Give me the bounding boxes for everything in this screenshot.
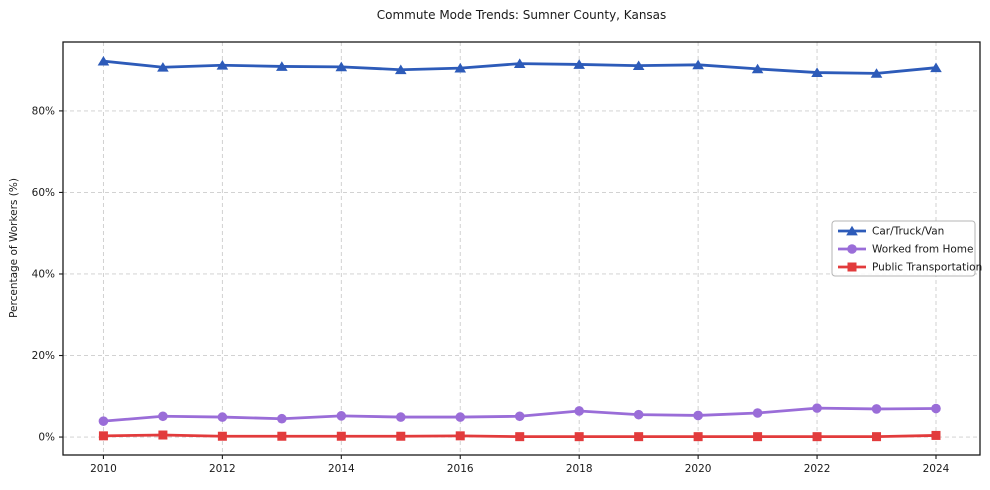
data-point-marker <box>277 431 287 441</box>
x-tick-label: 2018 <box>566 463 593 475</box>
data-point-marker <box>336 431 346 441</box>
data-point-marker <box>753 432 763 442</box>
plot-frame <box>62 41 981 456</box>
legend-label: Worked from Home <box>872 244 973 256</box>
x-tick-label: 2010 <box>90 463 117 475</box>
data-point-marker <box>693 410 703 421</box>
data-point-marker <box>158 411 168 422</box>
data-point-marker <box>872 432 882 442</box>
data-point-marker <box>573 59 585 69</box>
data-point-marker <box>514 411 525 422</box>
data-point-marker <box>574 406 584 416</box>
data-point-marker <box>692 59 704 70</box>
chart-title: Commute Mode Trends: Sumner County, Kans… <box>376 8 667 22</box>
x-tick-label: 2022 <box>804 463 831 475</box>
x-tick-label: 2014 <box>328 463 355 475</box>
data-point-marker <box>276 61 288 71</box>
legend-marker <box>847 262 857 272</box>
data-point-marker <box>217 431 227 441</box>
data-point-marker <box>751 63 764 74</box>
data-point-marker <box>752 408 763 418</box>
data-point-marker <box>455 412 466 422</box>
data-point-marker <box>871 404 882 414</box>
data-point-marker <box>633 409 644 420</box>
y-tick-label: 80% <box>32 105 55 117</box>
x-tick-label: 2016 <box>447 463 474 475</box>
data-point-marker <box>396 431 406 441</box>
x-tick-label: 2020 <box>685 463 712 475</box>
legend-label: Car/Truck/Van <box>872 226 944 238</box>
data-point-marker <box>811 67 823 77</box>
data-point-marker <box>98 431 108 441</box>
data-point-marker <box>454 62 467 73</box>
data-point-marker <box>394 64 407 75</box>
data-point-marker <box>217 412 228 422</box>
x-tick-label: 2024 <box>923 463 950 475</box>
data-point-marker <box>455 431 465 441</box>
data-point-marker <box>931 430 941 440</box>
y-tick-label: 20% <box>32 350 55 362</box>
data-point-marker <box>515 432 525 442</box>
data-point-marker <box>812 432 822 442</box>
y-tick-label: 60% <box>32 187 55 199</box>
data-point-marker <box>98 416 109 426</box>
y-tick-label: 40% <box>32 268 55 280</box>
data-point-marker <box>513 58 526 69</box>
x-tick-label: 2012 <box>209 463 236 475</box>
data-point-marker <box>158 430 168 440</box>
data-point-marker <box>395 412 406 422</box>
data-point-marker <box>931 403 941 414</box>
data-point-marker <box>335 61 348 72</box>
y-tick-label: 0% <box>38 432 55 444</box>
data-point-marker <box>812 403 822 413</box>
data-point-marker <box>634 432 644 442</box>
legend-box <box>831 220 976 277</box>
data-point-marker <box>632 60 645 71</box>
legend-label: Public Transportation <box>872 262 982 274</box>
data-point-marker <box>97 55 110 66</box>
data-point-marker <box>216 60 229 70</box>
data-point-marker <box>870 68 883 78</box>
data-point-marker <box>574 432 584 442</box>
data-point-marker <box>930 62 942 73</box>
data-point-marker <box>336 411 347 421</box>
legend-marker <box>846 225 858 236</box>
legend-marker <box>847 244 857 254</box>
data-point-marker <box>157 62 169 72</box>
data-point-marker <box>277 413 287 424</box>
data-point-marker <box>693 432 703 442</box>
